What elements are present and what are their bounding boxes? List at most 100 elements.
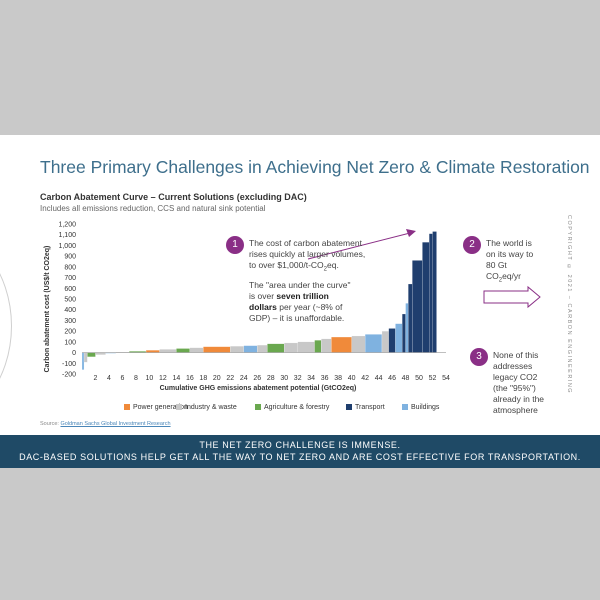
chart-bar [189, 347, 204, 353]
y-tick-label: 100 [64, 339, 76, 346]
source-link[interactable]: Goldman Sachs Global Investment Research [60, 421, 171, 427]
chart-bar [408, 283, 413, 353]
x-tick-label: 10 [146, 375, 154, 382]
chart-bar [159, 349, 177, 353]
banner-line-1: THE NET ZERO CHALLENGE IS IMMENSE. [199, 440, 401, 450]
legend-swatch [124, 404, 130, 411]
y-axis-ticks: 1,200 1,100 1,000 900 800 700 600 500 400 300 200 1… [58, 222, 76, 379]
x-tick-label: 40 [348, 375, 356, 382]
copyright-text: COPYRIGHT © 2021 – CARBON ENGINEERING [566, 215, 572, 395]
x-tick-label: 18 [199, 375, 207, 382]
chart-bar [405, 303, 409, 353]
x-axis-ticks: 2 4 6 8 10 12 14 16 18 20 22 24 26 28 30 32 34 36 38 40 42 44… [94, 375, 450, 382]
x-tick-label: 42 [361, 375, 369, 382]
legend-item: Transport [346, 404, 385, 411]
chart-bar [176, 348, 190, 353]
y-tick-label: 500 [64, 297, 76, 304]
chart-bar [321, 338, 332, 353]
banner-line-2: DAC-BASED SOLUTIONS HELP GET ALL THE WAY… [19, 452, 581, 462]
legend-swatch [176, 404, 182, 411]
page-title: Three Primary Challenges in Achieving Ne… [40, 157, 590, 177]
y-tick-label: 1,200 [58, 222, 76, 229]
x-tick-label: 52 [429, 375, 437, 382]
chart-bar [395, 323, 403, 353]
chart-bar [388, 328, 396, 353]
chart-bar [429, 233, 433, 353]
legend-swatch [402, 404, 408, 411]
chart-bar [422, 242, 430, 353]
chart-bar [230, 346, 244, 353]
y-tick-label: 900 [64, 254, 76, 261]
x-tick-label: 20 [213, 375, 221, 382]
abatement-chart: 1,2001,1001,0009008007006005004003002001… [44, 222, 541, 392]
callout-2-badge: 2 [463, 236, 481, 254]
chart-bar [365, 334, 383, 353]
x-tick-label: 22 [226, 375, 234, 382]
y-tick-label: -200 [62, 372, 76, 379]
chart-bar [412, 260, 423, 353]
chart-subtitle: Includes all emissions reduction, CCS an… [40, 204, 266, 213]
x-tick-label: 2 [94, 375, 98, 382]
x-tick-label: 46 [388, 375, 396, 382]
chart-bar [145, 350, 160, 353]
chart-bar [297, 341, 315, 353]
legend-label: Transport [355, 404, 385, 411]
chart-title: Carbon Abatement Curve – Current Solutio… [40, 192, 307, 202]
legend-label: Agriculture & forestry [264, 404, 330, 411]
x-tick-label: 6 [120, 375, 124, 382]
callout-arrow-head [406, 229, 416, 237]
x-tick-label: 28 [267, 375, 275, 382]
chart-bar [267, 343, 285, 353]
callout-1-paragraph: The "area under the curve" is over seven… [249, 280, 351, 323]
chart-bar [203, 346, 231, 353]
legend-label: Buildings [411, 404, 440, 411]
y-tick-label: 600 [64, 286, 76, 293]
x-axis-label: Cumulative GHG emissions abatement poten… [160, 385, 357, 392]
x-tick-label: 34 [307, 375, 315, 382]
y-tick-label: 0 [72, 350, 76, 357]
y-tick-label: 200 [64, 329, 76, 336]
y-tick-label: 1,100 [58, 232, 76, 239]
callout-1-badge: 1 [226, 236, 244, 254]
x-tick-label: 50 [415, 375, 423, 382]
chart-bar [95, 352, 106, 355]
legend-item: Buildings [402, 404, 439, 411]
legend-label: Industry & waste [185, 404, 237, 411]
source-note: Source: Goldman Sachs Global Investment … [40, 421, 171, 427]
x-tick-label: 44 [375, 375, 383, 382]
open-arrow-icon [483, 285, 541, 309]
callout-2-text: The world is on its way to 80 Gt CO2eq/y… [486, 238, 534, 284]
chart-bar [351, 335, 366, 353]
chart-bar [81, 352, 85, 370]
y-axis-label: Carbon abatement cost (US$/t CO2eq) [44, 246, 51, 373]
callout-3-text: None of this addresses legacy CO2 (the "… [493, 350, 545, 415]
x-tick-label: 48 [402, 375, 410, 382]
bottom-banner: THE NET ZERO CHALLENGE IS IMMENSE. DAC-B… [0, 435, 600, 468]
callout-3-badge: 3 [470, 348, 488, 366]
callout-1-text: The cost of carbon abatement rises quick… [249, 238, 366, 273]
chart-bar [284, 342, 298, 353]
y-tick-label: 700 [64, 275, 76, 282]
legend-item: Power generation [124, 404, 188, 411]
chart-bar [381, 331, 389, 353]
x-tick-label: 8 [134, 375, 138, 382]
x-tick-label: 16 [186, 375, 194, 382]
x-tick-label: 36 [321, 375, 329, 382]
chart-bar [331, 336, 352, 353]
legend-item: Industry & waste [176, 404, 237, 411]
x-tick-label: 30 [280, 375, 288, 382]
legend-swatch [255, 404, 261, 411]
x-tick-label: 12 [159, 375, 167, 382]
chart-bar [402, 313, 406, 353]
y-tick-label: -100 [62, 361, 76, 368]
y-tick-label: 1,000 [58, 243, 76, 250]
y-tick-label: 400 [64, 307, 76, 314]
x-tick-label: 24 [240, 375, 248, 382]
chart-bar [87, 352, 96, 357]
x-tick-label: 32 [294, 375, 302, 382]
y-tick-label: 300 [64, 318, 76, 325]
x-tick-label: 38 [334, 375, 342, 382]
chart-bar [83, 352, 88, 363]
x-tick-label: 26 [253, 375, 261, 382]
chart-bar [243, 345, 258, 353]
